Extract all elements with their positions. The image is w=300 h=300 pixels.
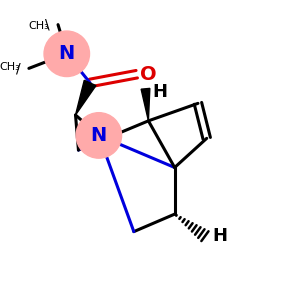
Polygon shape bbox=[76, 80, 96, 115]
Circle shape bbox=[44, 31, 89, 76]
Text: H: H bbox=[153, 83, 168, 101]
Text: \: \ bbox=[45, 18, 49, 32]
Text: CH₃: CH₃ bbox=[29, 21, 50, 31]
Text: /: / bbox=[16, 61, 20, 75]
Circle shape bbox=[76, 113, 122, 158]
Text: O: O bbox=[140, 65, 157, 84]
Text: H: H bbox=[212, 227, 227, 245]
Text: CH₃: CH₃ bbox=[0, 62, 20, 72]
Text: N: N bbox=[59, 44, 75, 63]
Text: N: N bbox=[91, 126, 107, 145]
Polygon shape bbox=[141, 88, 150, 121]
